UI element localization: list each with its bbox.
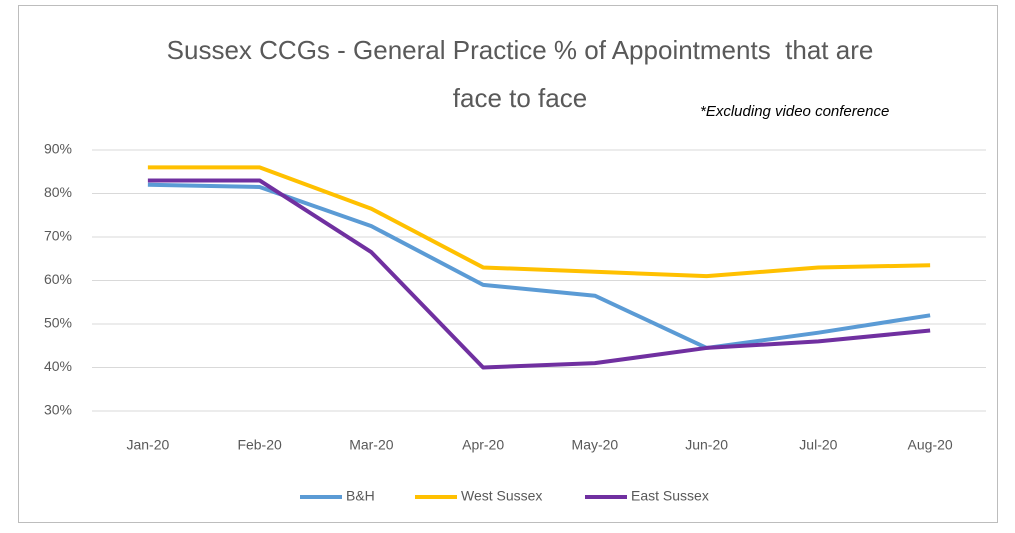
chart-frame [18,5,998,523]
legend-label: West Sussex [461,488,542,504]
x-tick-label: Jul-20 [799,437,837,453]
x-tick-label: Apr-20 [462,437,504,453]
line [147,165,931,279]
y-tick-label: 90% [44,141,72,157]
y-tick-label: 50% [44,315,72,331]
x-tick-label: Jun-20 [685,437,728,453]
y-tick-label: 40% [44,358,72,374]
y-tick-label: 70% [44,228,72,244]
annotation: *Excluding video conference [700,103,890,120]
y-tick-label: 80% [44,184,72,200]
chart-title: Sussex CCGs - General Practice % of Appo… [166,35,881,113]
x-tick-label: Aug-20 [908,437,953,453]
y-tick-label: 60% [44,271,72,287]
x-tick-label: Feb-20 [237,437,282,453]
x-tick-label: Jan-20 [126,437,169,453]
y-tick-label: 30% [44,402,72,418]
x-tick-label: May-20 [572,437,619,453]
x-tick-label: Mar-20 [349,437,394,453]
legend-label: East Sussex [631,488,709,504]
line [147,178,931,370]
legend-label: B&H [346,488,375,504]
